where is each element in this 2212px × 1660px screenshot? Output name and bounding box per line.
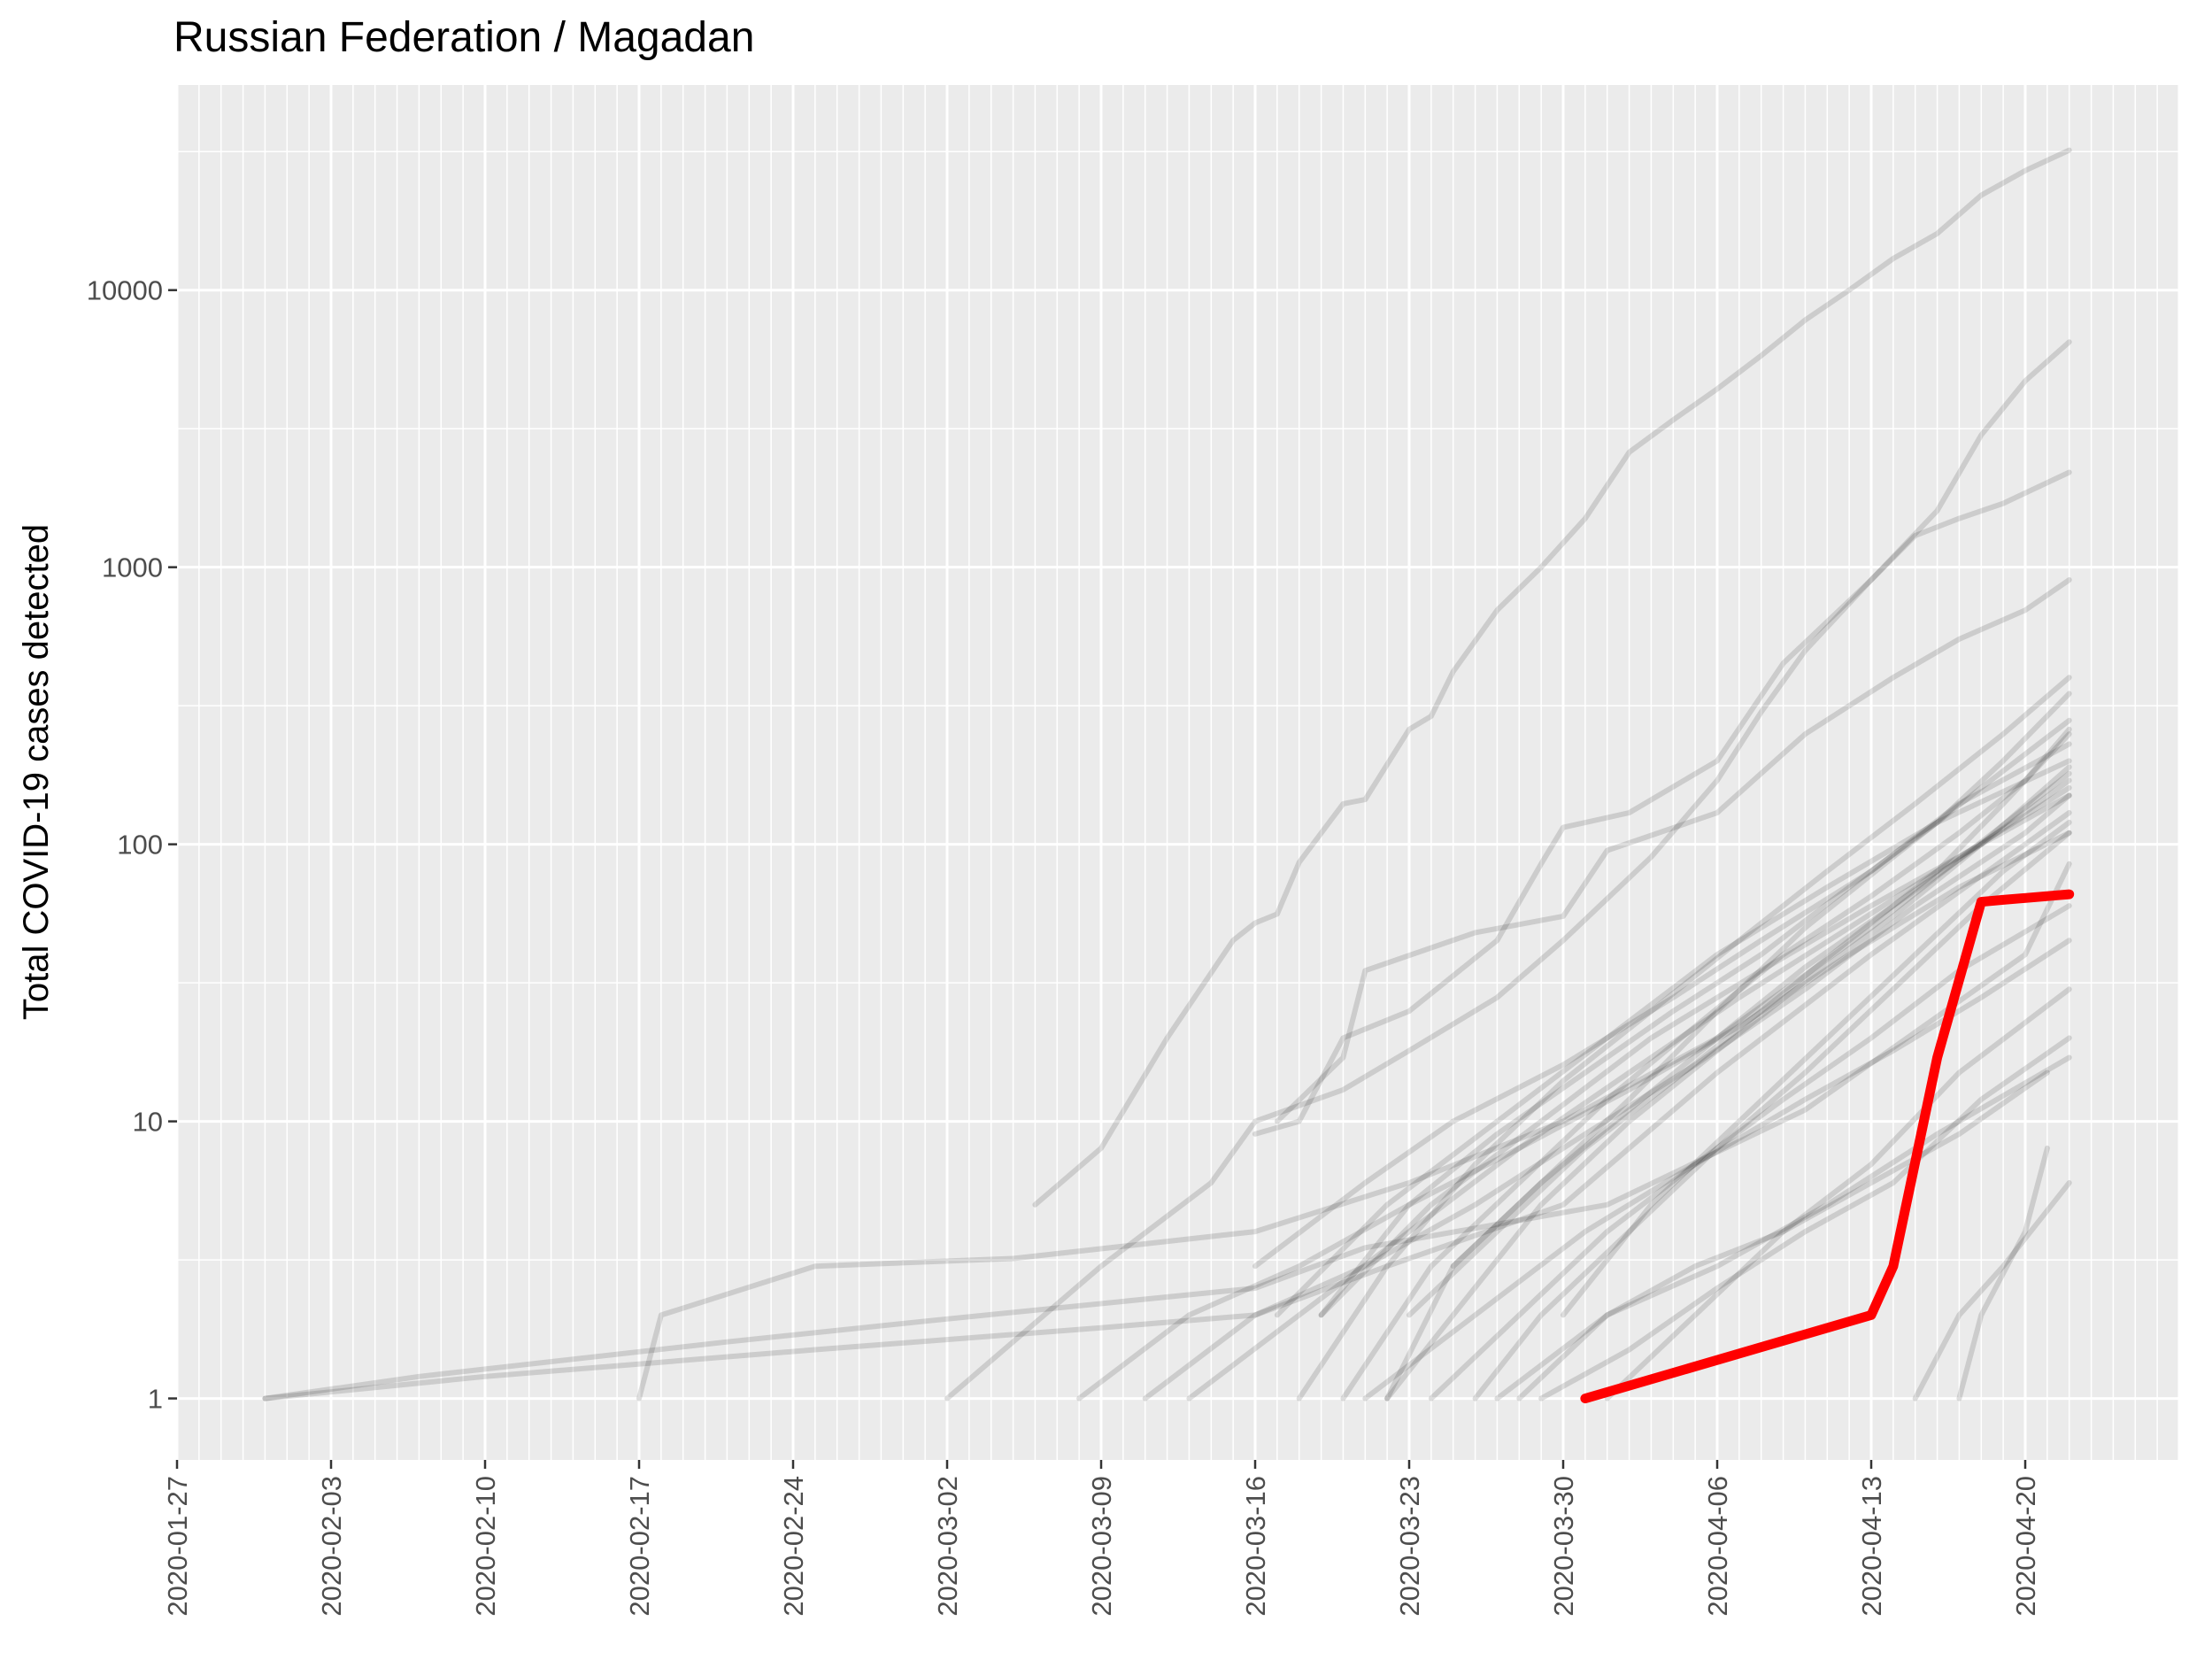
background-series-line: [1384, 764, 2072, 1401]
x-tick-label: 2020-04-06: [1702, 1476, 1733, 1617]
background-series-line: [1186, 784, 2072, 1401]
background-series: [262, 147, 2072, 1401]
background-series-line: [1561, 819, 2072, 1318]
x-tick-label: 2020-03-02: [932, 1476, 963, 1617]
x-tick-label: 2020-02-24: [778, 1476, 809, 1617]
background-series-line: [1912, 1180, 2072, 1401]
plot-panel: [177, 85, 2179, 1460]
background-series-line: [1252, 469, 2072, 1137]
background-series-line: [1450, 777, 2072, 1270]
background-series-line: [1142, 792, 2072, 1401]
x-tick-label: 2020-04-20: [2010, 1476, 2041, 1617]
x-tick-label: 2020-02-03: [316, 1476, 347, 1617]
x-tick-label: 2020-02-10: [470, 1476, 501, 1617]
background-series-line: [1362, 938, 2072, 1401]
background-series-line: [1340, 726, 2072, 1401]
background-series-line: [1494, 1054, 2072, 1401]
y-tick-label: 1: [148, 1384, 163, 1415]
background-series-line: [1516, 1069, 2050, 1401]
background-series-line: [1538, 1035, 2072, 1401]
background-series-line: [1296, 675, 2072, 1401]
background-series-line: [1407, 731, 2072, 1318]
background-series-line: [1956, 1145, 2050, 1401]
background-series-line: [1318, 792, 2072, 1318]
background-series-line: [1384, 717, 2072, 1401]
chart-title: Russian Federation / Magadan: [173, 14, 754, 61]
x-tick-label: 2020-04-13: [1856, 1476, 1887, 1617]
x-tick-label: 2020-02-17: [624, 1476, 655, 1617]
y-tick-label: 10000: [87, 275, 163, 306]
background-series-line: [1604, 986, 2072, 1401]
highlight-series: [1580, 889, 2075, 1404]
background-series-line: [1076, 830, 2072, 1401]
y-axis: 1 10 100 1000 10000: [87, 275, 177, 1415]
x-tick-label: 2020-01-27: [162, 1476, 193, 1617]
x-tick-label: 2020-03-16: [1240, 1476, 1271, 1617]
background-series-line: [262, 810, 2072, 1401]
background-series-line: [1428, 903, 2072, 1401]
background-series-line: [1274, 758, 2072, 1318]
y-tick-label: 100: [117, 830, 163, 861]
highlight-series-line: [1580, 889, 2075, 1404]
background-series-line: [1252, 741, 2072, 1270]
x-tick-label: 2020-03-09: [1086, 1476, 1117, 1617]
y-tick-label: 1000: [102, 552, 163, 583]
background-series-line: [262, 861, 2072, 1401]
y-tick-label: 10: [133, 1107, 163, 1138]
x-tick-label: 2020-03-30: [1548, 1476, 1579, 1617]
x-axis: 2020-01-27 2020-02-03 2020-02-10 2020-02-17…: [162, 1460, 2041, 1617]
background-series-line: [1472, 830, 2072, 1401]
background-series-line: [1274, 577, 2072, 1124]
x-tick-label: 2020-03-23: [1394, 1476, 1425, 1617]
background-series-line: [636, 770, 2072, 1401]
y-axis-label: Total COVID-19 cases detected: [17, 524, 56, 1020]
background-series-line: [944, 339, 2072, 1401]
background-series-line: [1032, 147, 2072, 1208]
background-series-line: [1318, 691, 2072, 1318]
grid: [175, 85, 2181, 1460]
